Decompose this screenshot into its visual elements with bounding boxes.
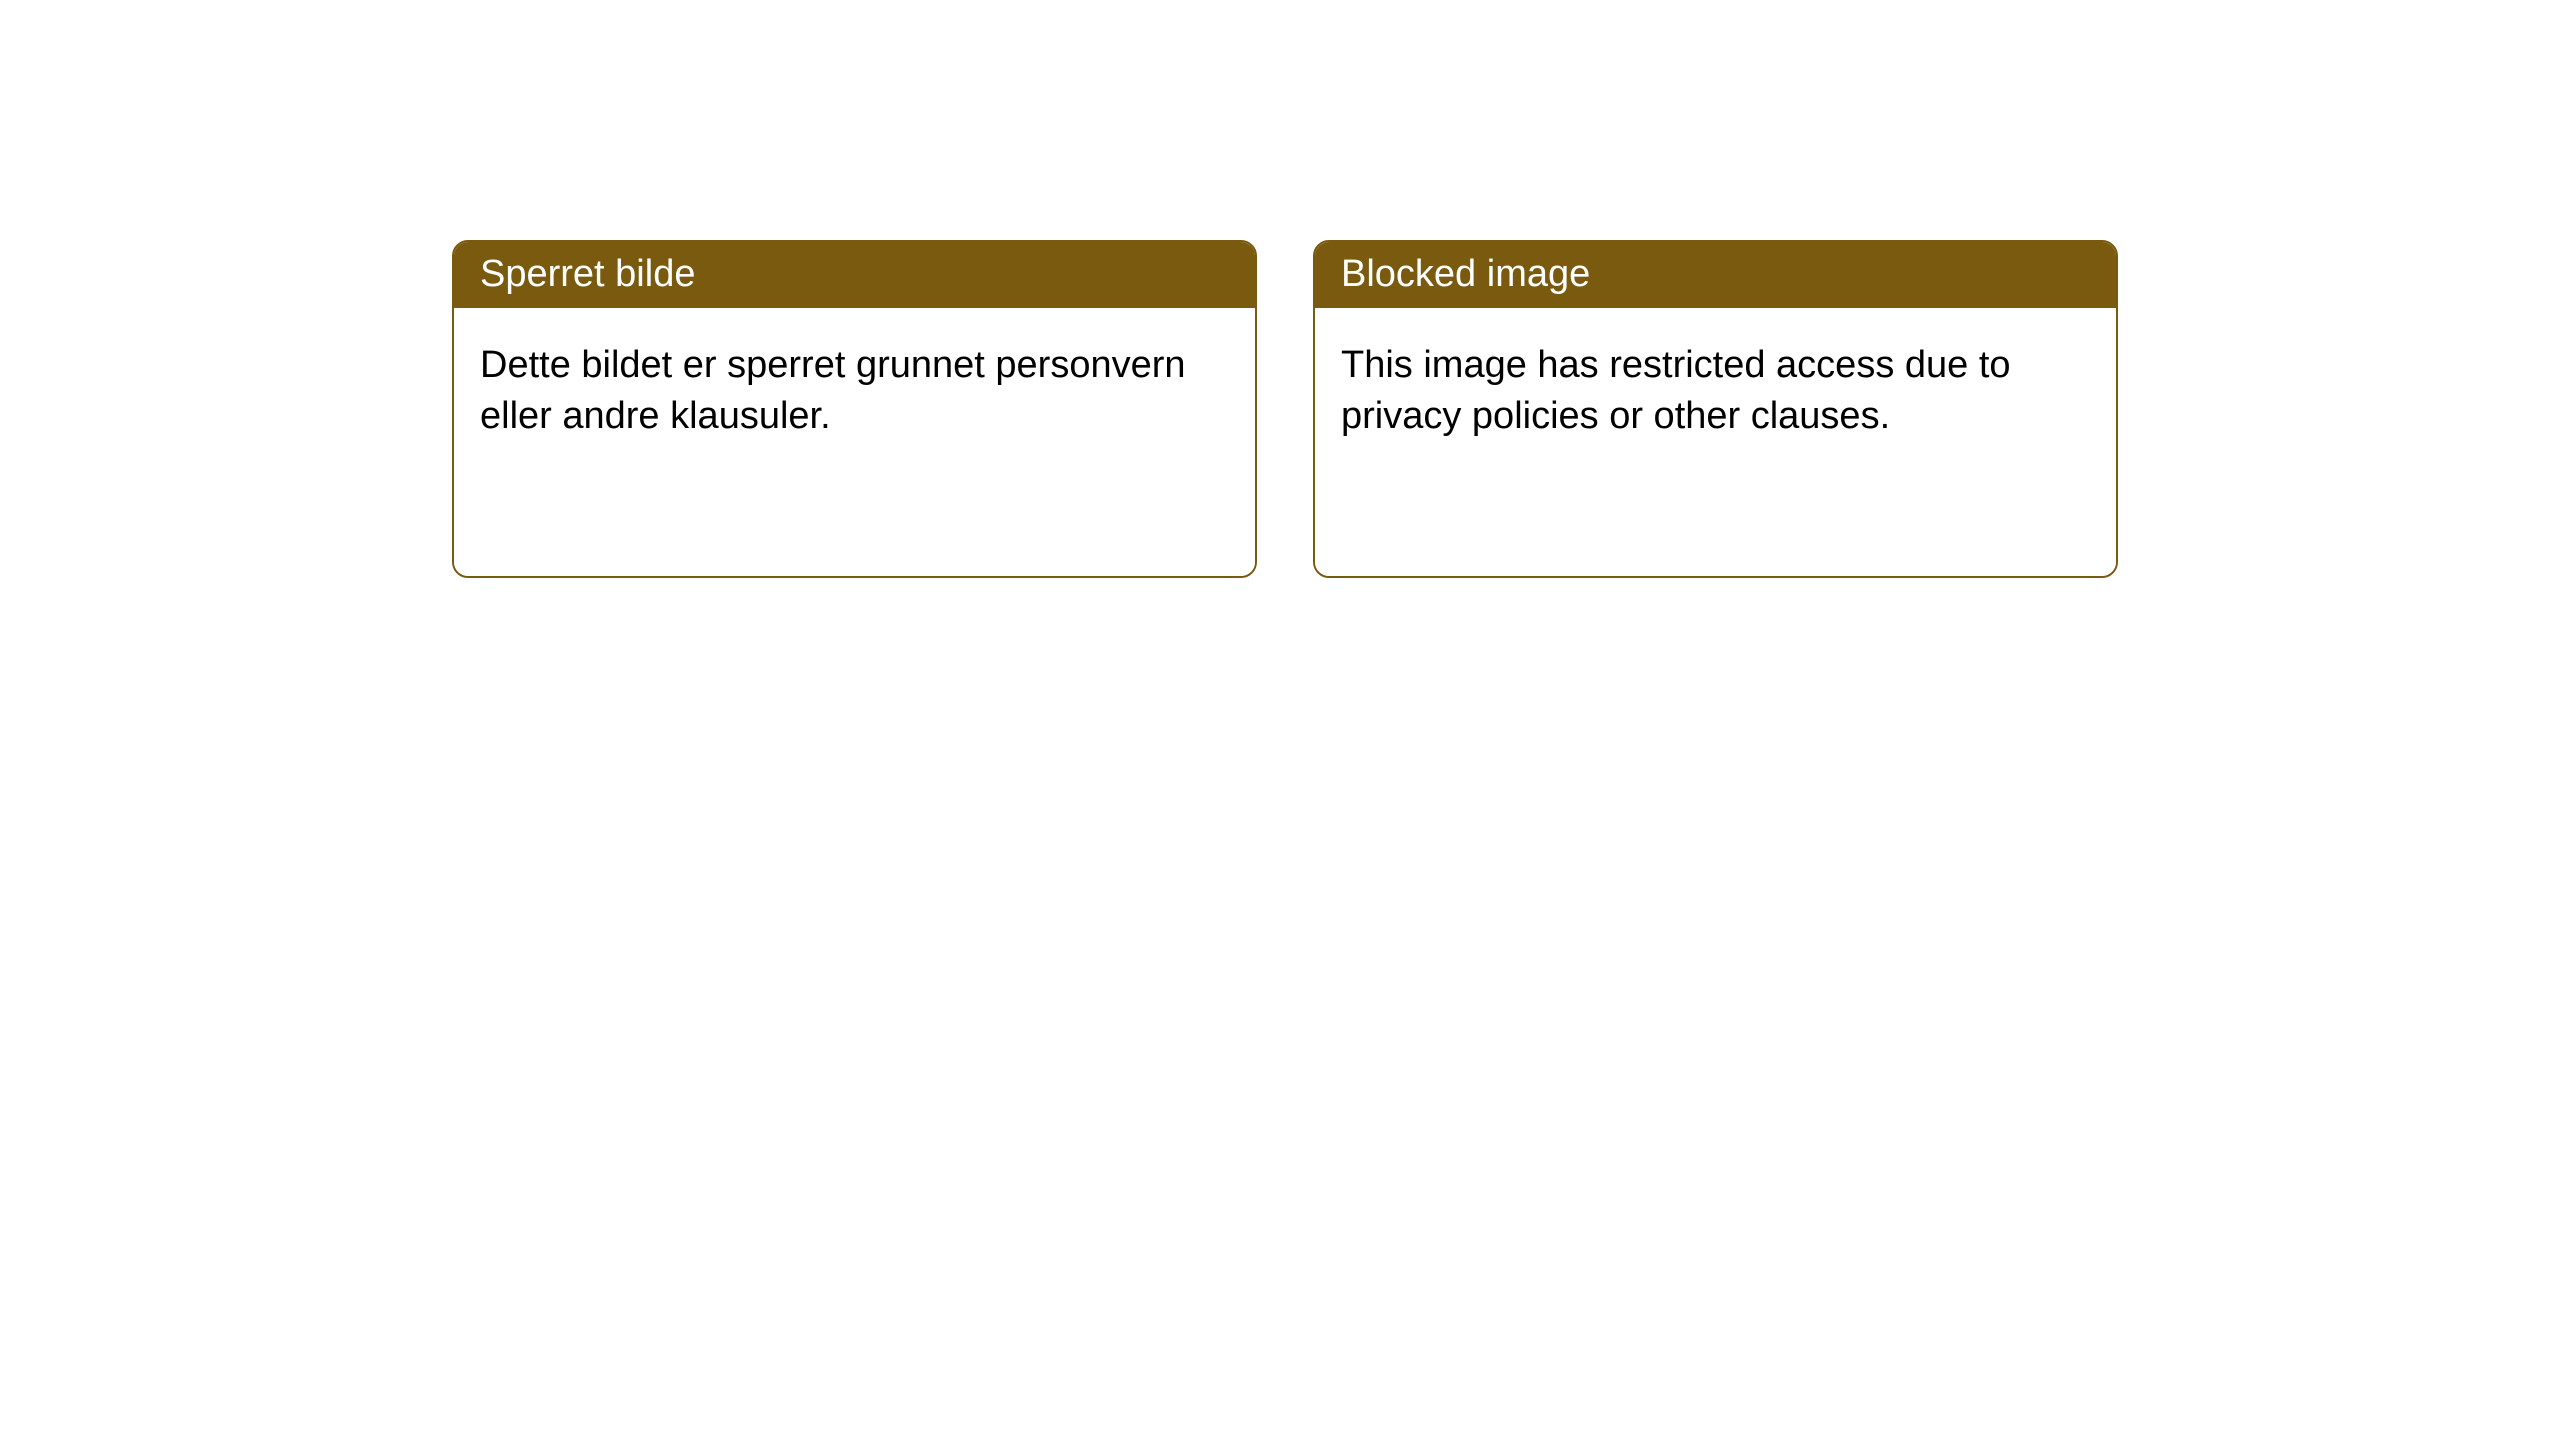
card-body-en: This image has restricted access due to … [1315, 308, 2116, 576]
blocked-image-notice-container: Sperret bilde Dette bildet er sperret gr… [452, 240, 2118, 578]
blocked-image-card-no: Sperret bilde Dette bildet er sperret gr… [452, 240, 1257, 578]
card-body-no: Dette bildet er sperret grunnet personve… [454, 308, 1255, 576]
card-title-no: Sperret bilde [454, 242, 1255, 308]
blocked-image-card-en: Blocked image This image has restricted … [1313, 240, 2118, 578]
card-title-en: Blocked image [1315, 242, 2116, 308]
